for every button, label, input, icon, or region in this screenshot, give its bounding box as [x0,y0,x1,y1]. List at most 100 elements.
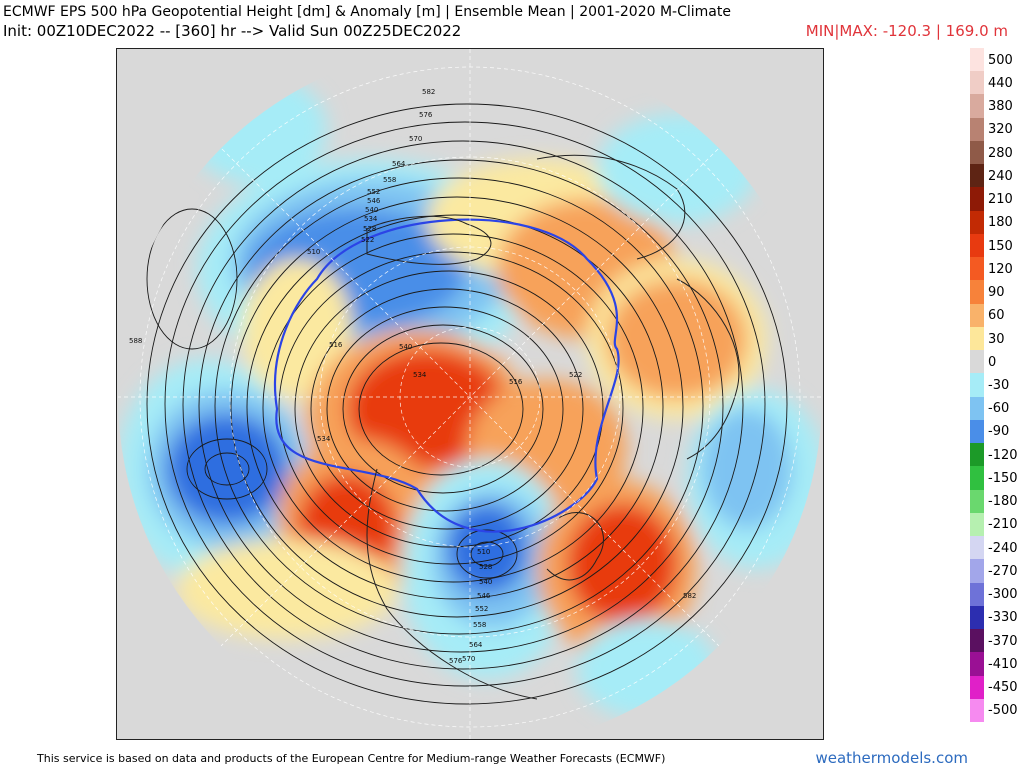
coastlines [366,154,740,700]
legend-item: 0 [966,350,1024,374]
legend-label: -330 [988,610,1018,626]
legend-label: 120 [988,261,1013,277]
legend-label: -90 [988,424,1010,440]
legend-swatch [970,164,984,188]
legend-item: 90 [966,280,1024,304]
anomaly-color-legend: 500 440 380 320 280 240 210 180 150 120 90 60 30 0 -30… [966,48,1024,722]
contour-label: 582 [683,592,696,600]
legend-swatch [970,187,984,211]
legend-swatch [970,675,984,699]
legend-item: -330 [966,605,1024,630]
contour-label: 546 [367,197,381,205]
legend-swatch [970,443,984,467]
contour-label: 528 [479,563,492,571]
contour-label: 534 [317,435,331,443]
legend-item: -180 [966,489,1024,513]
legend-item: 380 [966,94,1024,118]
contour-label: 516 [329,341,343,349]
legend-item: 500 [966,48,1024,72]
graticule [118,49,822,739]
legend-item: 180 [966,210,1024,234]
legend-item: -300 [966,582,1024,606]
legend-label: -410 [988,656,1018,672]
polar-stereographic-map: 582 576 570 564 558 552 546 540 534 528 … [116,48,824,740]
contour-label: 540 [399,343,412,351]
legend-item: -60 [966,396,1024,420]
contour-label: 510 [477,548,490,556]
map-title: ECMWF EPS 500 hPa Geopotential Height [d… [3,4,731,20]
legend-label: -60 [988,401,1010,417]
legend-label: 280 [988,145,1013,161]
legend-swatch [970,94,984,118]
contour-label: 534 [364,215,378,223]
height-contours [146,103,788,705]
legend-item: 320 [966,117,1024,141]
legend-label: -450 [988,680,1018,696]
contour-label: 564 [392,160,406,168]
min-max-readout: MIN|MAX: -120.3 | 169.0 m [805,22,1008,40]
legend-label: 150 [988,238,1013,254]
legend-label: 180 [988,215,1013,231]
contour-label: 570 [409,135,422,143]
legend-swatch [970,559,984,583]
contour-label: 552 [367,188,380,196]
legend-label: -210 [988,517,1018,533]
legend-swatch [970,326,984,351]
contour-label: 546 [477,592,491,600]
contour-label: 588 [129,337,142,345]
legend-label: 60 [988,308,1005,324]
legend-swatch [970,140,984,165]
legend-label: 380 [988,99,1013,115]
legend-swatch [970,536,984,560]
legend-swatch [970,419,984,444]
legend-swatch [970,396,984,420]
legend-label: -300 [988,587,1018,603]
legend-label: -180 [988,494,1018,510]
contour-label: 534 [413,371,427,379]
legend-item: -500 [966,698,1024,722]
legend-item: 30 [966,326,1024,351]
contour-label: 558 [473,621,486,629]
legend-label: 320 [988,122,1013,138]
contour-label: 552 [475,605,488,613]
legend-swatch [970,257,984,281]
legend-item: 240 [966,164,1024,188]
legend-label: -370 [988,633,1018,649]
legend-swatch [970,303,984,327]
brand-link[interactable]: weathermodels.com [815,749,968,767]
legend-item: 120 [966,257,1024,281]
legend-label: 210 [988,192,1013,208]
legend-label: 30 [988,331,1005,347]
legend-label: 0 [988,354,997,370]
legend-swatch [970,582,984,606]
legend-label: -30 [988,377,1010,393]
legend-item: -450 [966,675,1024,699]
legend-swatch [970,512,984,537]
legend-swatch [970,466,984,490]
contour-label: 522 [361,236,374,244]
legend-label: -240 [988,540,1018,556]
contour-label: 558 [383,176,396,184]
legend-label: -120 [988,447,1018,463]
legend-label: -500 [988,703,1018,719]
legend-item: -270 [966,559,1024,583]
legend-item: 440 [966,71,1024,95]
legend-swatch [970,350,984,374]
legend-item: -150 [966,466,1024,490]
legend-swatch [970,489,984,513]
legend-swatch [970,373,984,397]
legend-swatch [970,698,984,722]
legend-swatch [970,280,984,304]
legend-item: -410 [966,652,1024,676]
contour-label: 576 [449,657,463,665]
contour-label: 516 [509,378,523,386]
init-valid-line: Init: 00Z10DEC2022 -- [360] hr --> Valid… [3,22,462,40]
legend-item: 280 [966,140,1024,165]
legend-item: -30 [966,373,1024,397]
legend-swatch [970,71,984,95]
legend-item: -240 [966,536,1024,560]
legend-label: 500 [988,52,1013,68]
legend-swatch [970,233,984,258]
legend-item: 60 [966,303,1024,327]
legend-label: -150 [988,470,1018,486]
